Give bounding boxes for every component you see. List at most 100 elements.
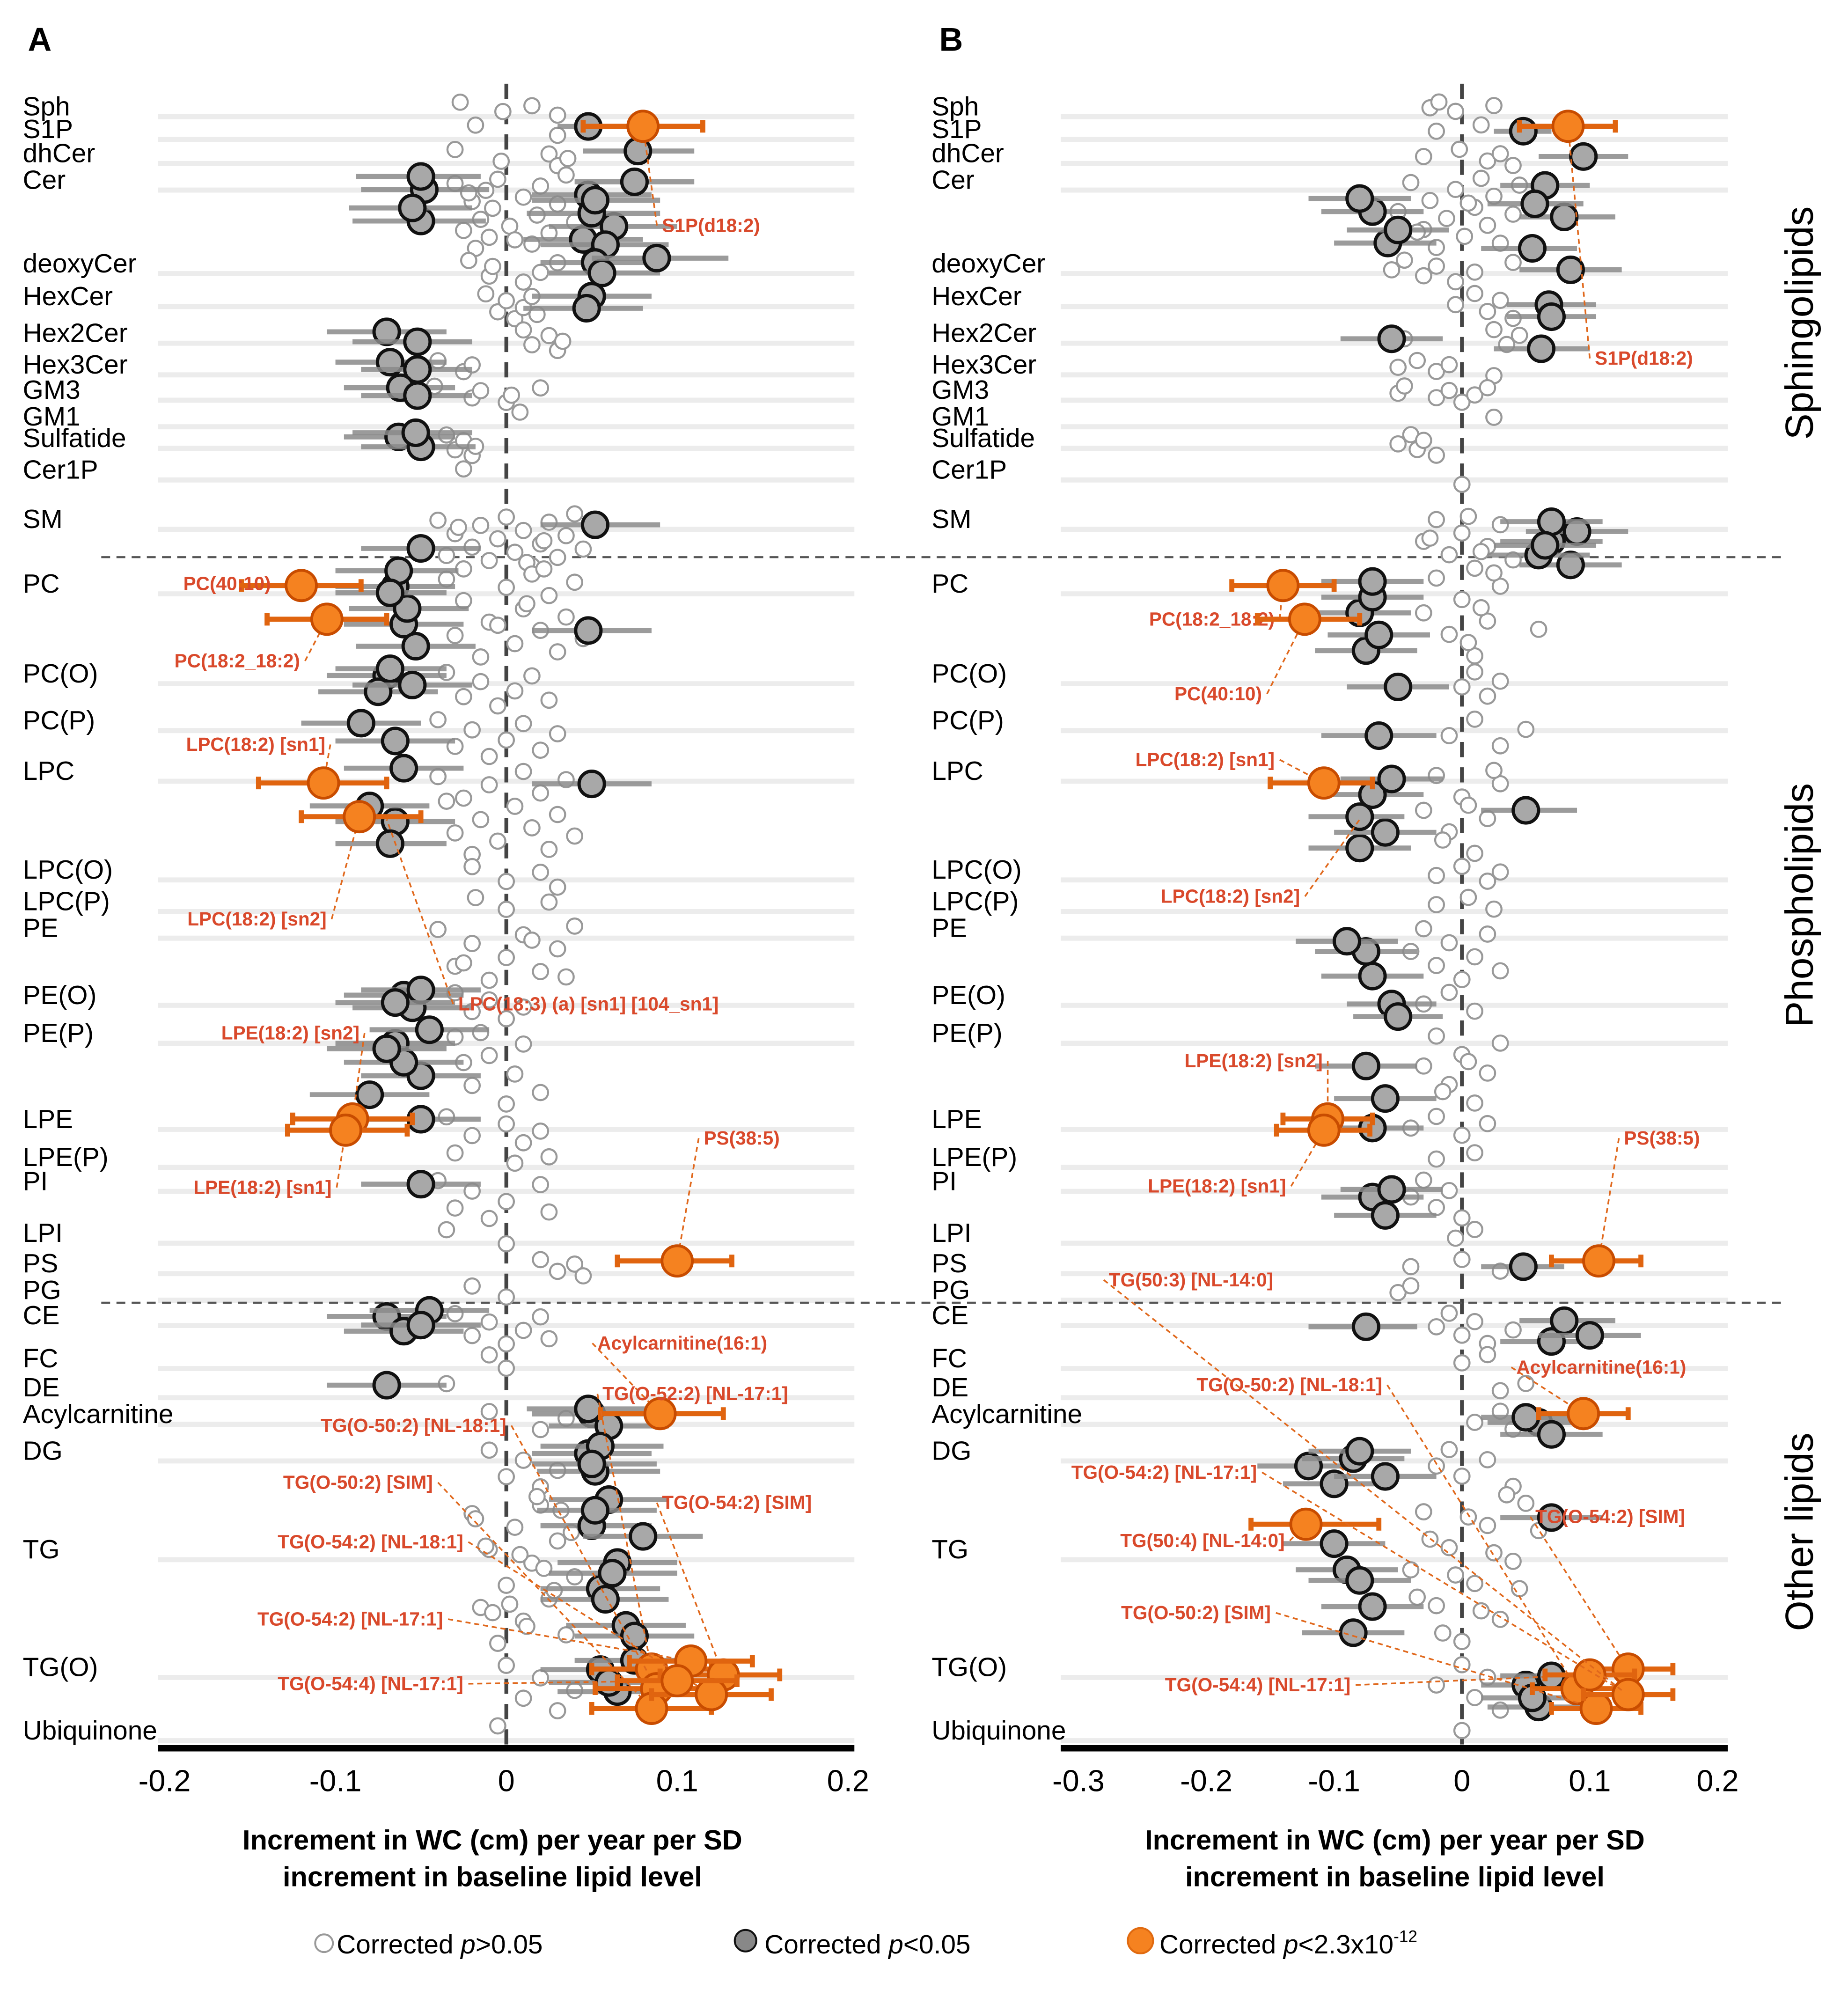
nonsignificant-point xyxy=(1472,1602,1490,1620)
label-leader-line xyxy=(1276,1612,1597,1710)
class-label: LPE xyxy=(931,1105,982,1134)
nonsignificant-point xyxy=(549,1532,566,1550)
nonsignificant-point xyxy=(566,505,584,523)
nonsignificant-point xyxy=(540,1203,558,1221)
significant-point xyxy=(1384,215,1413,244)
nonsignificant-point xyxy=(1479,810,1496,827)
nonsignificant-point xyxy=(1466,1002,1483,1020)
highlighted-point xyxy=(1551,110,1585,143)
nonsignificant-point xyxy=(549,1702,566,1719)
nonsignificant-point xyxy=(1453,591,1471,609)
class-label: Acylcarnitine xyxy=(23,1400,174,1429)
nonsignificant-point xyxy=(549,725,566,742)
nonsignificant-point xyxy=(1485,97,1503,114)
nonsignificant-point xyxy=(1479,216,1496,234)
nonsignificant-point xyxy=(514,998,532,1016)
nonsignificant-point xyxy=(480,552,498,569)
class-label: Hex2Cer xyxy=(23,319,128,348)
class-label: PC xyxy=(23,569,60,599)
nonsignificant-point xyxy=(557,968,575,986)
significant-point xyxy=(1371,818,1400,847)
marks-layer: -0.2 -0.1 0 0.1 0.2 S1P(d18:2) PC(40:10) PC(18:… xyxy=(139,93,1739,1798)
nonsignificant-point xyxy=(455,460,472,478)
highlighted-point-label: TG(O-54:2) [NL-17:1] xyxy=(1071,1461,1257,1483)
nonsignificant-point xyxy=(501,1595,519,1613)
nonsignificant-point xyxy=(506,231,524,249)
nonsignificant-point xyxy=(1389,359,1407,376)
nonsignificant-point xyxy=(1456,228,1474,245)
nonsignificant-point xyxy=(1466,1689,1483,1706)
nonsignificant-point xyxy=(557,608,575,626)
class-label: S1P xyxy=(931,115,982,144)
class-label: TG xyxy=(23,1535,60,1564)
nonsignificant-point xyxy=(438,1221,455,1239)
nonsignificant-point xyxy=(1466,663,1483,681)
nonsignificant-point xyxy=(1440,1441,1458,1459)
nonsignificant-point xyxy=(506,543,524,561)
highlighted-point xyxy=(285,569,318,602)
nonsignificant-point xyxy=(480,1047,498,1064)
class-label: TG xyxy=(931,1535,968,1564)
nonsignificant-point xyxy=(1466,1414,1483,1431)
highlighted-point-label: LPC(18:2) [sn1] xyxy=(186,734,325,755)
x-tick-label: -0.2 xyxy=(139,1764,191,1798)
significant-point xyxy=(580,186,610,215)
significant-point xyxy=(1351,1051,1380,1080)
class-label: PC(P) xyxy=(931,706,1004,735)
nonsignificant-point xyxy=(532,1084,550,1101)
nonsignificant-point xyxy=(489,530,506,548)
nonsignificant-point xyxy=(1479,1517,1496,1534)
nonsignificant-point xyxy=(489,1635,506,1652)
nonsignificant-point xyxy=(1466,1094,1483,1112)
nonsignificant-point xyxy=(1421,529,1439,547)
nonsignificant-point xyxy=(514,1134,532,1152)
class-label: LPC xyxy=(23,756,74,786)
nonsignificant-point xyxy=(1453,1354,1471,1372)
nonsignificant-point xyxy=(1440,727,1458,744)
significant-point xyxy=(1371,1201,1400,1230)
nonsignificant-point xyxy=(1466,386,1483,404)
significant-point xyxy=(598,1559,627,1588)
highlighted-point-label: PS(38:5) xyxy=(704,1127,779,1149)
nonsignificant-point xyxy=(467,1510,484,1527)
class-label: LPE(P) xyxy=(931,1143,1017,1172)
class-label: LPC(O) xyxy=(931,855,1021,885)
nonsignificant-point xyxy=(1447,296,1464,314)
nonsignificant-point xyxy=(1428,257,1445,275)
x-axis-title-b-line1: Increment in WC (cm) per year per SD xyxy=(1145,1824,1645,1856)
significant-point xyxy=(1339,1618,1368,1647)
nonsignificant-point xyxy=(549,643,566,661)
nonsignificant-point xyxy=(1466,844,1483,862)
nonsignificant-point xyxy=(503,386,520,404)
nonsignificant-point xyxy=(540,145,558,163)
nonsignificant-point xyxy=(455,954,472,972)
nonsignificant-point xyxy=(1440,983,1458,1001)
nonsignificant-point xyxy=(1415,920,1432,938)
annotation-leader-line xyxy=(1103,1279,1622,1691)
nonsignificant-point xyxy=(484,199,501,217)
significant-point xyxy=(580,510,610,539)
nonsignificant-point xyxy=(532,1123,550,1140)
nonsignificant-point xyxy=(523,667,541,685)
nonsignificant-point xyxy=(566,827,584,845)
nonsignificant-point xyxy=(559,150,577,167)
significant-point xyxy=(620,1622,649,1651)
nonsignificant-point xyxy=(480,991,498,1009)
highlighted-point xyxy=(643,1397,677,1431)
highlighted-point xyxy=(310,602,344,636)
nonsignificant-point xyxy=(463,1127,481,1145)
nonsignificant-point xyxy=(1479,873,1496,890)
x-tick-label: 0.2 xyxy=(1696,1764,1738,1798)
nonsignificant-point xyxy=(514,763,532,780)
significant-point xyxy=(406,1311,435,1340)
highlighted-point xyxy=(660,1244,694,1278)
nonsignificant-point xyxy=(446,627,464,644)
nonsignificant-point xyxy=(549,1262,566,1280)
nonsignificant-point xyxy=(566,573,584,591)
nonsignificant-point xyxy=(1415,604,1432,622)
nonsignificant-point xyxy=(1415,147,1432,165)
highlighted-point-label: LPC(18:2) [sn2] xyxy=(187,908,326,930)
nonsignificant-point xyxy=(1408,352,1426,369)
highlighted-point-label: S1P(d18:2) xyxy=(1595,347,1693,369)
nonsignificant-point xyxy=(446,140,464,158)
